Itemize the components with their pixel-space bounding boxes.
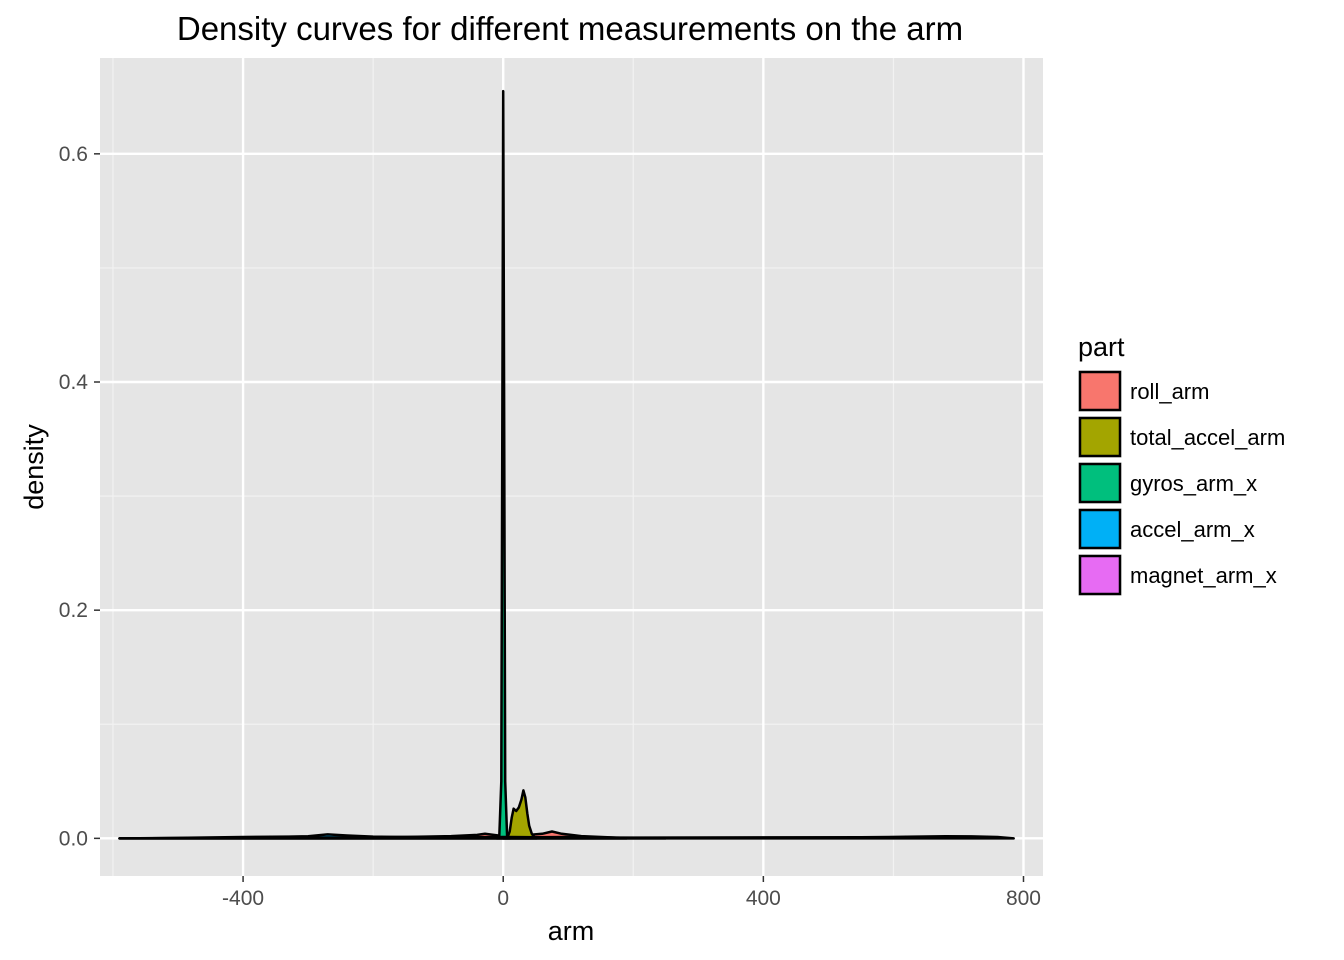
density-areas xyxy=(118,89,1015,840)
density-area-magnet-arm-x xyxy=(118,835,1015,840)
minor-gridlines xyxy=(100,58,1043,876)
legend-label: accel_arm_x xyxy=(1130,517,1255,542)
y-tick-label: 0.0 xyxy=(59,827,88,850)
legend-label: magnet_arm_x xyxy=(1130,563,1277,588)
y-tick-label: 0.2 xyxy=(59,599,88,622)
y-tick-label: 0.6 xyxy=(59,143,88,166)
density-area-total-accel-arm xyxy=(501,789,539,840)
legend-swatch xyxy=(1078,370,1122,412)
legend-label: gyros_arm_x xyxy=(1130,471,1257,496)
chart-title: Density curves for different measurement… xyxy=(177,10,963,47)
y-axis-title: density xyxy=(19,424,49,510)
legend-label: roll_arm xyxy=(1130,379,1209,404)
y-tick-label: 0.4 xyxy=(59,371,89,394)
x-axis-ticks: -400 0 400 800 xyxy=(222,876,1041,910)
legend-title: part xyxy=(1078,332,1125,362)
x-tick-label: -400 xyxy=(222,887,264,910)
legend-swatch xyxy=(1078,416,1122,458)
legend-swatch xyxy=(1078,508,1122,550)
x-tick-label: 400 xyxy=(746,887,781,910)
x-tick-label: 800 xyxy=(1006,887,1041,910)
legend: part roll_arm total_accel_arm gyros_arm_xa… xyxy=(1078,332,1285,596)
plot-panel xyxy=(100,58,1043,876)
legend-swatch xyxy=(1078,462,1122,504)
x-axis-title: arm xyxy=(548,916,595,946)
legend-label: total_accel_arm xyxy=(1130,425,1285,450)
legend-swatch xyxy=(1078,554,1122,596)
y-axis-ticks: 0.0 0.2 0.4 0.6 xyxy=(59,143,100,850)
legend-items: roll_arm total_accel_arm gyros_arm_x accel_… xyxy=(1078,370,1285,596)
x-tick-label: 0 xyxy=(497,887,509,910)
